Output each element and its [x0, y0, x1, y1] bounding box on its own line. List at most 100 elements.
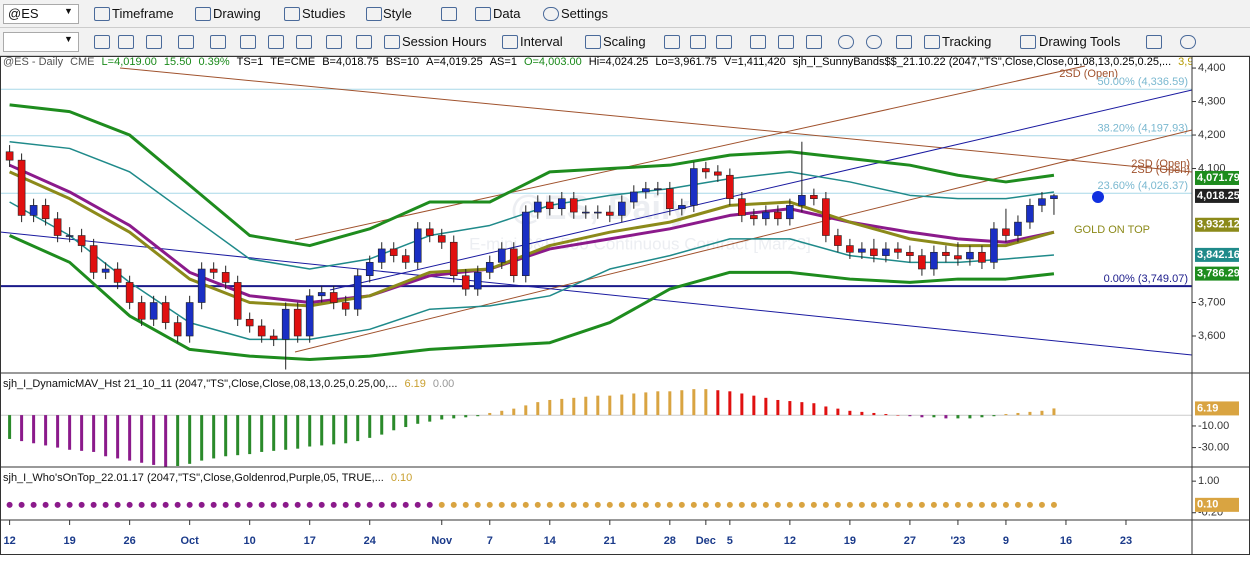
- histogram-bar: [728, 391, 732, 416]
- histogram-bar: [164, 415, 168, 468]
- state-dot: [390, 501, 397, 508]
- icon: [716, 35, 732, 49]
- price-badge-label: 0.10: [1197, 499, 1218, 511]
- histogram-bar: [272, 415, 276, 451]
- histogram-bar: [656, 391, 660, 416]
- candle-body: [1050, 195, 1058, 199]
- candle-body: [377, 248, 386, 263]
- state-dot: [726, 501, 733, 508]
- header-item: sjh_I_SunnyBands$$_21.10.22 (2047,"TS",C…: [793, 56, 1171, 68]
- candle-body: [630, 191, 638, 203]
- menu[interactable]: Drawing Tools: [1039, 34, 1121, 49]
- histogram-bar: [152, 415, 156, 465]
- state-dot: [426, 501, 433, 508]
- histogram-bar: [668, 391, 672, 416]
- state-dot: [522, 501, 529, 508]
- candle-body: [341, 302, 350, 310]
- icon: [356, 35, 372, 49]
- menu[interactable]: Settings: [561, 6, 608, 21]
- histogram-bar: [128, 415, 132, 461]
- candle-body: [786, 205, 794, 220]
- candle-body: [509, 248, 518, 277]
- header: @ES - Daily CME L=4,019.00 15.50 0.39% TS=1 TE…: [3, 56, 1209, 68]
- state-dot: [462, 501, 469, 508]
- icon: [838, 35, 854, 49]
- icon: [441, 7, 457, 21]
- state-dot: [30, 501, 37, 508]
- state-dot: [282, 501, 289, 508]
- histogram-bar: [404, 415, 408, 428]
- histogram-bar: [1040, 410, 1044, 416]
- histogram-bar: [764, 397, 768, 416]
- state-dot: [270, 501, 277, 508]
- price-badge-label: 6.19: [1197, 402, 1218, 414]
- candle-body: [882, 248, 890, 256]
- histogram-bar: [956, 415, 960, 419]
- menu[interactable]: Session Hours: [402, 34, 487, 49]
- candle-body: [846, 245, 854, 253]
- menu[interactable]: Data: [493, 6, 521, 21]
- candle-body: [702, 168, 710, 173]
- state-dot: [618, 501, 625, 508]
- state-dot: [570, 501, 577, 508]
- x-tick-label: 14: [544, 535, 557, 547]
- price-badge-label: 3,786.29: [1197, 268, 1240, 280]
- fib-label: 23.60% (4,026.37): [1097, 180, 1188, 192]
- x-tick-label: Oct: [180, 535, 199, 547]
- histogram-bar: [884, 414, 888, 416]
- icon: [585, 35, 601, 49]
- candle-body: [413, 228, 422, 263]
- menu[interactable]: Tracking: [942, 34, 992, 49]
- icon: [118, 35, 134, 49]
- candle-body: [714, 171, 722, 176]
- candle-body: [329, 292, 338, 303]
- candle-body: [1026, 205, 1034, 223]
- histogram-bar: [584, 396, 588, 416]
- state-dot: [822, 501, 829, 508]
- histogram-bar: [20, 415, 24, 442]
- histogram-bar: [308, 415, 312, 447]
- histogram-bar: [248, 415, 252, 455]
- menu[interactable]: Studies: [302, 6, 346, 21]
- state-dot: [978, 501, 985, 508]
- candle-body: [209, 268, 218, 273]
- state-dot: [1002, 501, 1009, 508]
- menu[interactable]: Timeframe: [112, 6, 174, 21]
- histogram-bar: [368, 415, 372, 438]
- interval-input[interactable]: ▼: [3, 32, 79, 52]
- state-dot: [810, 501, 817, 508]
- symbol-input[interactable]: @ES ▼: [3, 4, 79, 24]
- state-dot: [642, 501, 649, 508]
- panel-title: sjh_I_Who'sOnTop_22.01.17 (2047,"TS",Clo…: [3, 472, 412, 484]
- histogram-bar: [8, 415, 12, 439]
- state-dot: [594, 501, 601, 508]
- histogram-bar: [572, 397, 576, 416]
- axis-bg: [1192, 374, 1250, 466]
- histogram-bar: [848, 410, 852, 416]
- histogram-bar: [1016, 412, 1020, 416]
- header-item: Hi=4,024.25: [589, 56, 649, 68]
- histogram-bar: [608, 395, 612, 416]
- histogram-bar: [236, 415, 240, 456]
- icon: [210, 35, 226, 49]
- menu[interactable]: Interval: [520, 34, 563, 49]
- menu[interactable]: Scaling: [603, 34, 646, 49]
- x-tick-label: Dec: [696, 535, 716, 547]
- state-dot: [918, 501, 925, 508]
- icon: [296, 35, 312, 49]
- candle-body: [990, 228, 998, 263]
- candle-body: [257, 325, 266, 337]
- histogram-bar: [704, 389, 708, 416]
- menu[interactable]: Style: [383, 6, 412, 21]
- candle-body: [774, 211, 782, 220]
- histogram-bar: [356, 415, 360, 442]
- menu[interactable]: Drawing: [213, 6, 261, 21]
- icon: [543, 7, 559, 21]
- price-badge-label: 3,842.16: [1197, 249, 1240, 261]
- state-dot: [162, 501, 169, 508]
- candle-body: [569, 198, 578, 213]
- x-tick-label: 28: [664, 535, 676, 547]
- histogram-bar: [296, 415, 300, 449]
- histogram-bar: [596, 395, 600, 416]
